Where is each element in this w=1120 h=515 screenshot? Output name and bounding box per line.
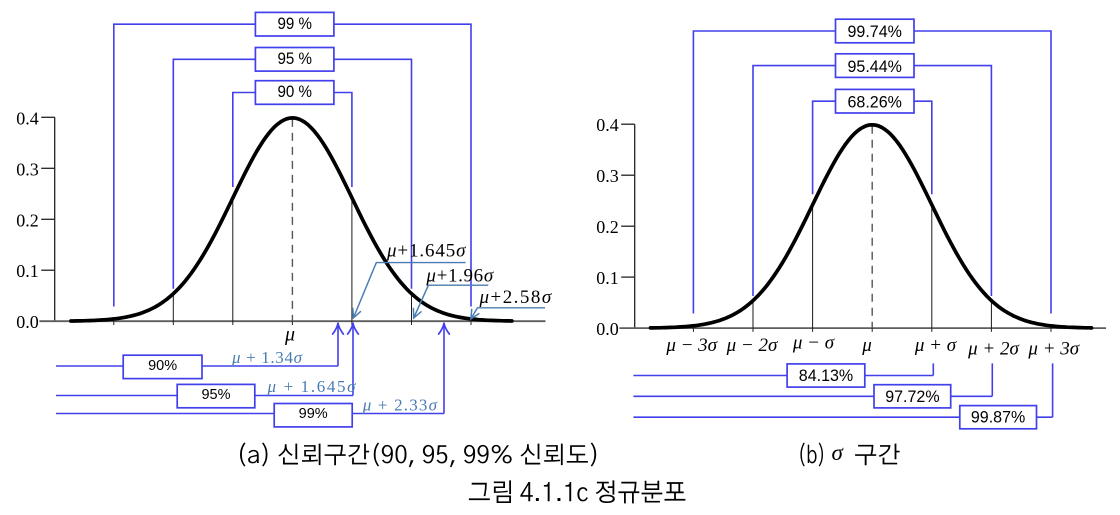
svg-text:μ + 1.34σ: μ + 1.34σ — [231, 348, 303, 367]
svg-text:μ + 1.645σ: μ + 1.645σ — [267, 377, 357, 396]
svg-text:95%: 95% — [201, 387, 230, 403]
svg-text:0.4: 0.4 — [596, 115, 619, 135]
svg-text:0.1: 0.1 — [596, 268, 619, 288]
svg-text:0.3: 0.3 — [16, 159, 39, 179]
svg-text:μ: μ — [284, 324, 295, 346]
svg-text:95 %: 95 % — [277, 50, 312, 68]
svg-text:μ+1.96σ: μ+1.96σ — [425, 265, 493, 286]
svg-text:68.26%: 68.26% — [848, 93, 903, 111]
svg-text:μ + 2σ: μ + 2σ — [967, 339, 1019, 360]
svg-text:μ − 3σ: μ − 3σ — [665, 335, 717, 356]
svg-text:0.4: 0.4 — [16, 108, 39, 128]
svg-text:μ+2.58σ: μ+2.58σ — [479, 287, 552, 308]
svg-text:95.44%: 95.44% — [848, 58, 903, 76]
svg-text:99 %: 99 % — [277, 15, 312, 33]
svg-text:μ + 2.33σ: μ + 2.33σ — [362, 396, 438, 415]
svg-text:90 %: 90 % — [277, 83, 312, 101]
svg-text:μ − σ: μ − σ — [792, 333, 835, 354]
svg-text:μ+1.645σ: μ+1.645σ — [386, 241, 466, 262]
svg-text:μ − 2σ: μ − 2σ — [726, 335, 778, 356]
svg-text:0.2: 0.2 — [596, 217, 619, 237]
svg-text:0.1: 0.1 — [16, 261, 39, 281]
svg-text:0.0: 0.0 — [16, 312, 39, 332]
svg-text:99.74%: 99.74% — [848, 23, 903, 41]
svg-text:0.2: 0.2 — [16, 210, 39, 230]
svg-text:0.0: 0.0 — [596, 319, 619, 339]
svg-text:μ + 3σ: μ + 3σ — [1027, 339, 1079, 360]
svg-text:99%: 99% — [299, 406, 328, 422]
svg-text:0.3: 0.3 — [596, 166, 619, 186]
svg-text:μ: μ — [861, 335, 872, 356]
svg-text:99.87%: 99.87% — [971, 409, 1026, 427]
svg-text:σ: σ — [832, 440, 845, 465]
svg-text:84.13%: 84.13% — [799, 367, 854, 385]
svg-text:μ + σ: μ + σ — [914, 335, 957, 356]
svg-text:90%: 90% — [148, 358, 177, 374]
svg-text:97.72%: 97.72% — [885, 388, 940, 406]
